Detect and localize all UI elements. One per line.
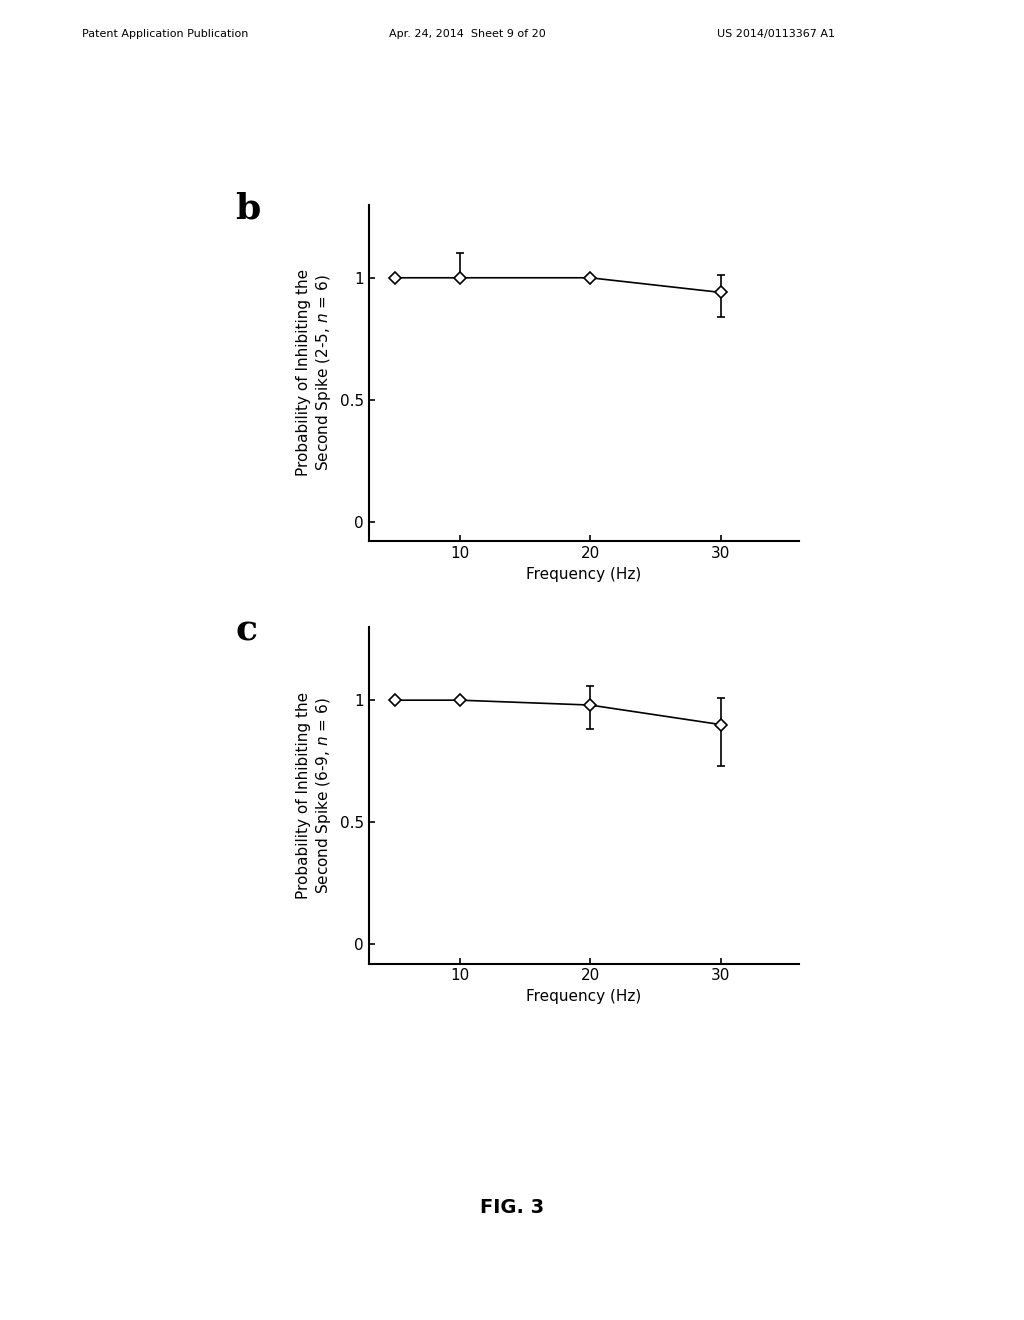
Y-axis label: Probability of Inhibiting the
Second Spike (6-9, $n$ = 6): Probability of Inhibiting the Second Spi…: [296, 692, 333, 899]
Text: Apr. 24, 2014  Sheet 9 of 20: Apr. 24, 2014 Sheet 9 of 20: [389, 29, 546, 40]
Text: c: c: [236, 614, 257, 648]
X-axis label: Frequency (Hz): Frequency (Hz): [526, 989, 641, 1005]
Text: Patent Application Publication: Patent Application Publication: [82, 29, 248, 40]
Text: b: b: [236, 191, 261, 226]
X-axis label: Frequency (Hz): Frequency (Hz): [526, 566, 641, 582]
Text: US 2014/0113367 A1: US 2014/0113367 A1: [717, 29, 835, 40]
Text: FIG. 3: FIG. 3: [480, 1199, 544, 1217]
Y-axis label: Probability of Inhibiting the
Second Spike (2-5, $n$ = 6): Probability of Inhibiting the Second Spi…: [296, 269, 333, 477]
